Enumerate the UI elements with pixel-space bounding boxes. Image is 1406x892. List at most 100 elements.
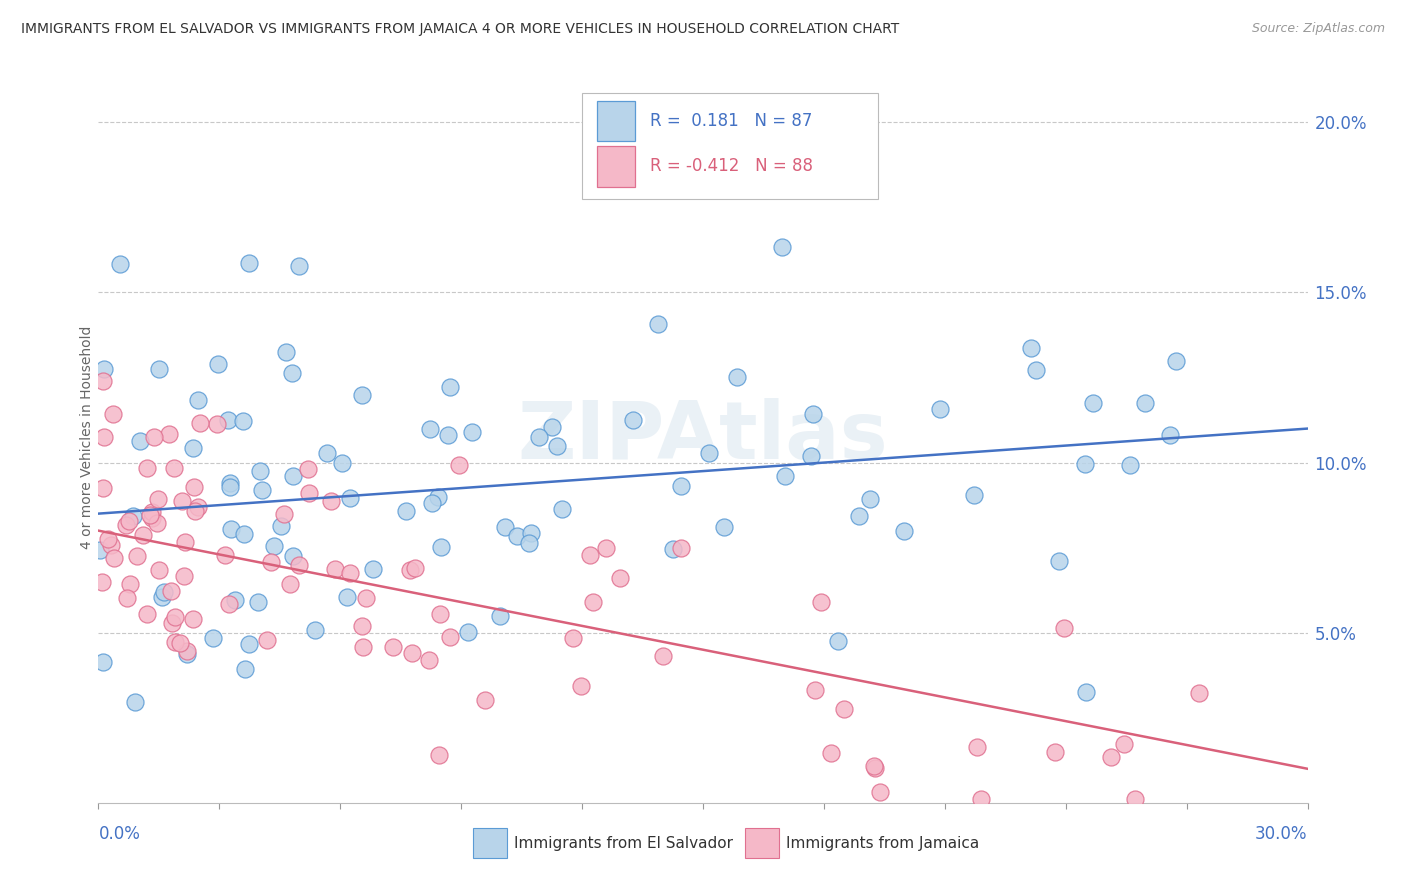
Point	[93, 362, 115, 376]
Point	[163, 460, 186, 475]
Point	[186, 392, 208, 407]
Text: R =  0.181   N = 87: R = 0.181 N = 87	[650, 112, 813, 130]
Point	[848, 508, 870, 523]
Point	[429, 607, 451, 621]
Point	[281, 469, 304, 483]
Point	[810, 594, 832, 608]
Point	[205, 417, 228, 431]
Text: 30.0%: 30.0%	[1256, 825, 1308, 843]
Point	[404, 561, 426, 575]
Point	[578, 548, 600, 562]
Point	[827, 633, 849, 648]
Point	[725, 369, 748, 384]
Point	[770, 239, 793, 253]
Point	[621, 412, 644, 426]
Point	[121, 508, 143, 523]
Point	[316, 445, 339, 459]
Point	[274, 345, 297, 359]
Point	[352, 618, 374, 632]
Point	[437, 427, 460, 442]
Point	[820, 746, 842, 760]
FancyBboxPatch shape	[596, 146, 636, 186]
Point	[297, 486, 319, 500]
Point	[1019, 342, 1042, 356]
Point	[361, 562, 384, 576]
Point	[970, 792, 993, 806]
Point	[697, 446, 720, 460]
Point	[125, 549, 148, 563]
Point	[1081, 396, 1104, 410]
Point	[304, 623, 326, 637]
Point	[330, 456, 353, 470]
Point	[281, 367, 304, 381]
Point	[713, 520, 735, 534]
Point	[176, 644, 198, 658]
Point	[804, 683, 827, 698]
Point	[609, 571, 631, 585]
Point	[90, 574, 112, 589]
Point	[420, 496, 443, 510]
Point	[246, 595, 269, 609]
Point	[218, 598, 240, 612]
Point	[350, 388, 373, 402]
Point	[273, 507, 295, 521]
Point	[325, 562, 347, 576]
Point	[863, 761, 886, 775]
Point	[219, 476, 242, 491]
Point	[671, 541, 693, 556]
Point	[1159, 427, 1181, 442]
Point	[249, 464, 271, 478]
Point	[800, 450, 823, 464]
Point	[297, 462, 319, 476]
Point	[449, 458, 471, 473]
Point	[160, 615, 183, 630]
Point	[187, 500, 209, 514]
Text: 0.0%: 0.0%	[98, 825, 141, 843]
Point	[662, 542, 685, 557]
Point	[135, 607, 157, 622]
Y-axis label: 4 or more Vehicles in Household: 4 or more Vehicles in Household	[80, 326, 94, 549]
Point	[862, 758, 884, 772]
Point	[146, 516, 169, 530]
Point	[128, 434, 150, 448]
Point	[494, 519, 516, 533]
Point	[148, 563, 170, 577]
Point	[339, 491, 361, 505]
Point	[801, 408, 824, 422]
Point	[141, 511, 163, 525]
Point	[278, 576, 301, 591]
Point	[163, 609, 186, 624]
Point	[143, 430, 166, 444]
Point	[461, 425, 484, 440]
Point	[506, 529, 529, 543]
Point	[260, 555, 283, 569]
Point	[1025, 363, 1047, 377]
Point	[141, 505, 163, 519]
Point	[97, 532, 120, 546]
Point	[270, 519, 292, 533]
Point	[1133, 396, 1156, 410]
Point	[869, 785, 891, 799]
Point	[541, 420, 564, 434]
Point	[529, 430, 551, 444]
Point	[118, 514, 141, 528]
Point	[201, 632, 224, 646]
Point	[569, 679, 592, 693]
Point	[281, 549, 304, 564]
FancyBboxPatch shape	[474, 829, 508, 858]
Point	[232, 414, 254, 428]
Point	[108, 257, 131, 271]
Point	[184, 504, 207, 518]
Point	[148, 491, 170, 506]
Point	[115, 517, 138, 532]
Point	[929, 402, 952, 417]
Text: IMMIGRANTS FROM EL SALVADOR VS IMMIGRANTS FROM JAMAICA 4 OR MORE VEHICLES IN HOU: IMMIGRANTS FROM EL SALVADOR VS IMMIGRANT…	[21, 22, 900, 37]
FancyBboxPatch shape	[745, 829, 779, 858]
Point	[1123, 792, 1146, 806]
Point	[174, 535, 197, 549]
Point	[582, 595, 605, 609]
Point	[773, 468, 796, 483]
Point	[652, 648, 675, 663]
Point	[115, 591, 138, 605]
Point	[963, 488, 986, 502]
